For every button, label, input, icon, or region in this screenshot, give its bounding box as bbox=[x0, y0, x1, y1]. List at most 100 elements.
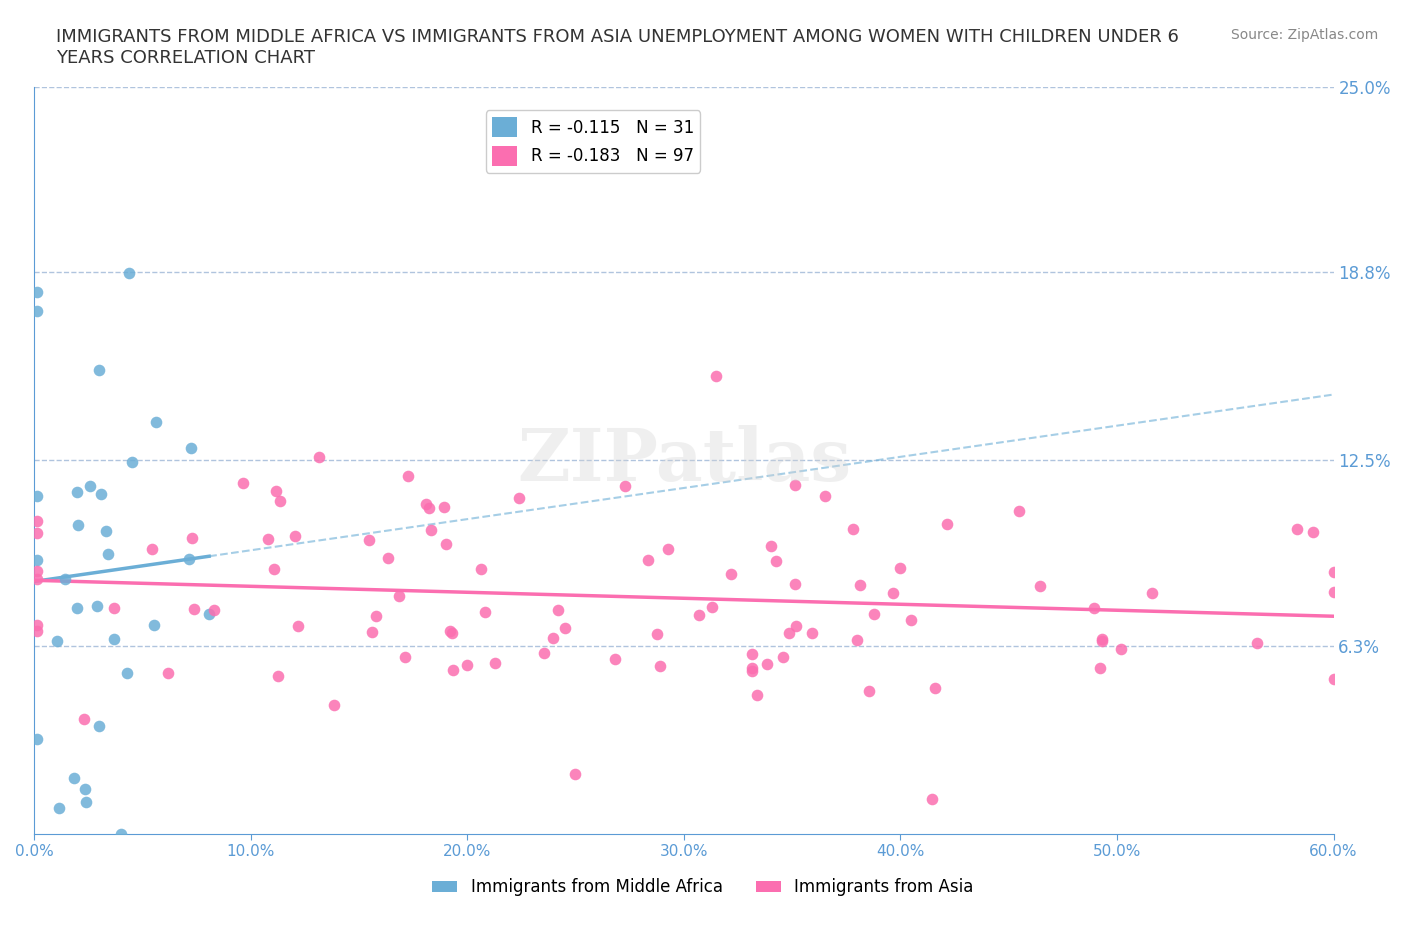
Point bbox=[141, 542, 163, 557]
Point bbox=[25, 731, 48, 746]
Point bbox=[564, 767, 586, 782]
Point bbox=[433, 499, 456, 514]
Point bbox=[1091, 633, 1114, 648]
Point bbox=[554, 620, 576, 635]
Point bbox=[783, 577, 806, 591]
Point bbox=[25, 618, 48, 632]
Point bbox=[1088, 660, 1111, 675]
Point bbox=[900, 612, 922, 627]
Point bbox=[1083, 601, 1105, 616]
Point bbox=[357, 532, 380, 547]
Point bbox=[484, 656, 506, 671]
Point bbox=[103, 600, 125, 615]
Point bbox=[936, 516, 959, 531]
Point bbox=[765, 553, 787, 568]
Point bbox=[688, 607, 710, 622]
Point bbox=[75, 781, 97, 796]
Point bbox=[115, 666, 138, 681]
Point bbox=[366, 609, 388, 624]
Point bbox=[89, 363, 111, 378]
Point bbox=[1140, 586, 1163, 601]
Point bbox=[89, 718, 111, 733]
Point bbox=[396, 469, 419, 484]
Point bbox=[470, 562, 492, 577]
Point bbox=[842, 522, 865, 537]
Point bbox=[25, 304, 48, 319]
Point bbox=[55, 572, 77, 587]
Point bbox=[202, 603, 225, 618]
Point bbox=[700, 600, 723, 615]
Point bbox=[79, 479, 101, 494]
Point bbox=[772, 649, 794, 664]
Point bbox=[1322, 565, 1344, 579]
Point bbox=[801, 626, 824, 641]
Point bbox=[759, 538, 782, 553]
Point bbox=[25, 488, 48, 503]
Point bbox=[418, 500, 440, 515]
Point bbox=[541, 631, 564, 646]
Point bbox=[264, 484, 287, 498]
Point bbox=[637, 552, 659, 567]
Point bbox=[741, 647, 763, 662]
Point bbox=[1008, 504, 1031, 519]
Point bbox=[1246, 635, 1268, 650]
Point bbox=[183, 602, 205, 617]
Point bbox=[858, 684, 880, 698]
Point bbox=[25, 564, 48, 578]
Point bbox=[25, 285, 48, 299]
Point bbox=[180, 441, 202, 456]
Point bbox=[756, 657, 779, 671]
Point bbox=[747, 688, 769, 703]
Point bbox=[921, 791, 943, 806]
Point bbox=[143, 618, 166, 632]
Point bbox=[1109, 642, 1132, 657]
Point bbox=[48, 801, 70, 816]
Point bbox=[121, 455, 143, 470]
Point bbox=[94, 524, 117, 538]
Point bbox=[263, 562, 285, 577]
Point bbox=[1029, 578, 1052, 593]
Point bbox=[474, 604, 496, 619]
Legend: Immigrants from Middle Africa, Immigrants from Asia: Immigrants from Middle Africa, Immigrant… bbox=[426, 871, 980, 903]
Point bbox=[741, 663, 763, 678]
Point bbox=[67, 518, 90, 533]
Point bbox=[25, 513, 48, 528]
Point bbox=[889, 561, 911, 576]
Point bbox=[849, 578, 872, 593]
Point bbox=[439, 624, 461, 639]
Point bbox=[1091, 631, 1114, 646]
Legend: R = -0.115   N = 31, R = -0.183   N = 97: R = -0.115 N = 31, R = -0.183 N = 97 bbox=[485, 111, 700, 173]
Point bbox=[284, 528, 307, 543]
Point bbox=[66, 601, 89, 616]
Point bbox=[741, 660, 763, 675]
Point bbox=[25, 525, 48, 540]
Point bbox=[1285, 522, 1308, 537]
Point bbox=[232, 476, 254, 491]
Point bbox=[1322, 671, 1344, 686]
Point bbox=[377, 551, 399, 565]
Point bbox=[360, 624, 382, 639]
Point bbox=[177, 551, 200, 566]
Point bbox=[441, 626, 464, 641]
Point bbox=[605, 652, 627, 667]
Point bbox=[118, 266, 141, 281]
Point bbox=[720, 567, 742, 582]
Point bbox=[508, 490, 530, 505]
Point bbox=[547, 603, 569, 618]
Point bbox=[783, 478, 806, 493]
Point bbox=[90, 486, 112, 501]
Point bbox=[25, 552, 48, 567]
Point bbox=[614, 479, 637, 494]
Point bbox=[181, 531, 204, 546]
Point bbox=[145, 415, 167, 430]
Point bbox=[924, 681, 946, 696]
Point bbox=[97, 547, 120, 562]
Point bbox=[882, 585, 904, 600]
Point bbox=[863, 606, 886, 621]
Point bbox=[66, 485, 89, 499]
Point bbox=[778, 625, 800, 640]
Point bbox=[103, 631, 125, 646]
Point bbox=[456, 658, 478, 672]
Text: IMMIGRANTS FROM MIDDLE AFRICA VS IMMIGRANTS FROM ASIA UNEMPLOYMENT AMONG WOMEN W: IMMIGRANTS FROM MIDDLE AFRICA VS IMMIGRA… bbox=[56, 28, 1180, 67]
Point bbox=[415, 497, 437, 512]
